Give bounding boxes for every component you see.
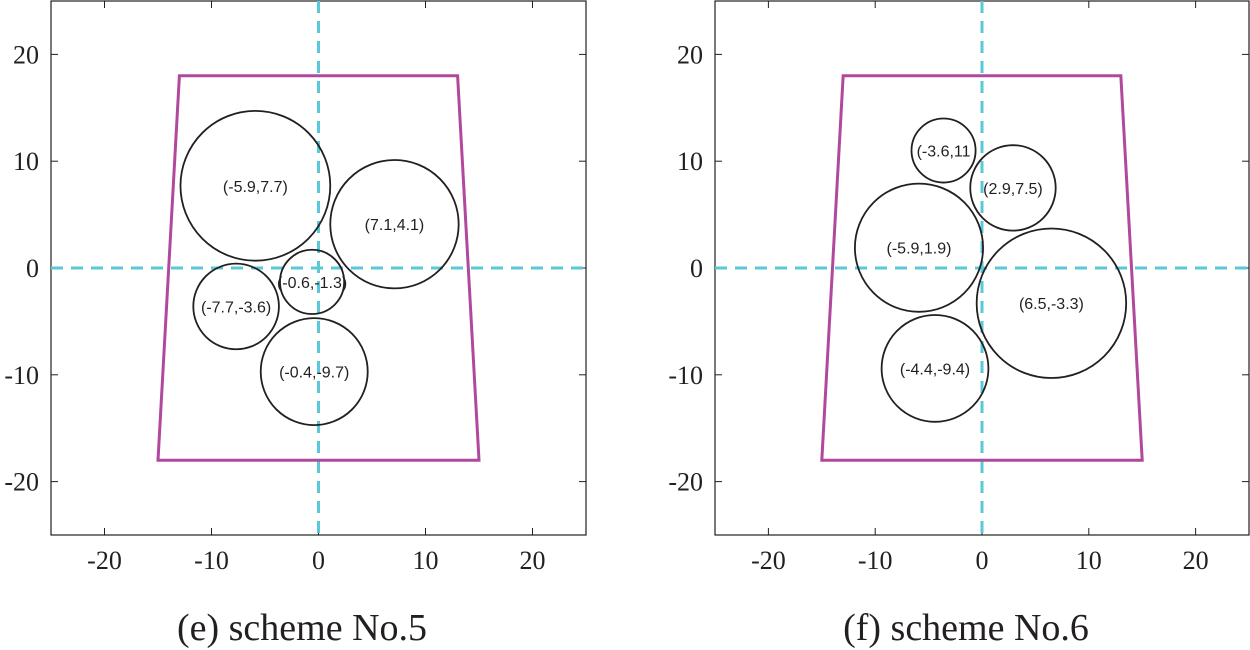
x-tick-label: 20 (520, 546, 546, 575)
y-tick-label: -10 (668, 361, 703, 390)
x-tick-label: -10 (858, 546, 893, 575)
circle-label: (6.5,-3.3) (1019, 296, 1084, 313)
circle-label: (-3.6,11 (917, 144, 971, 161)
y-tick-label: -20 (4, 468, 39, 497)
circle-label: (2.9,7.5) (983, 181, 1043, 198)
circle-label: (-5.9,7.7) (223, 179, 288, 196)
circle-marker (975, 227, 1128, 379)
x-tick-label: 10 (1076, 546, 1102, 575)
circle-marker (279, 248, 346, 315)
panel-caption: (f) scheme No.6 (843, 607, 1089, 649)
x-tick-label: 20 (1183, 546, 1209, 575)
x-tick-label: 0 (312, 546, 325, 575)
circle-marker (259, 317, 369, 426)
circle-marker (192, 262, 280, 351)
x-tick-label: -20 (751, 546, 786, 575)
x-tick-label: 10 (413, 546, 439, 575)
circle-label: (-0.4,-9.7) (279, 365, 349, 382)
y-tick-label: -20 (668, 468, 703, 497)
y-tick-label: 0 (690, 254, 703, 283)
circle-label: (-5.9,1.9) (887, 241, 952, 258)
boundary-polygon (820, 74, 1144, 462)
y-tick-label: 20 (13, 40, 39, 69)
x-tick-label: -20 (87, 546, 122, 575)
x-tick-label: -10 (194, 546, 229, 575)
circle-label: (-7.7,-3.6) (201, 299, 271, 316)
circle-marker (910, 117, 977, 184)
y-tick-label: 10 (677, 147, 703, 176)
panel-caption: (e) scheme No.5 (177, 607, 427, 649)
panel-scheme-5: -20 -10 0 10 20 20 10 0 -10 -20 (-5.9,7.7) (7.1,4.1… (4, 0, 587, 649)
panel-scheme-6: -20 -10 0 10 20 20 10 0 -10 -20 (-3.6,11 (2.9,7.5) (… (668, 0, 1250, 649)
y-tick-label: 10 (13, 147, 39, 176)
y-tick-label: 0 (26, 254, 39, 283)
x-tick-label: 0 (976, 546, 989, 575)
y-tick-label: -10 (4, 361, 39, 390)
y-tick-label: 20 (677, 40, 703, 69)
circle-label: (-0.6,-1.3) (277, 275, 347, 292)
circle-label: (7.1,4.1) (365, 217, 425, 234)
circle-marker (969, 144, 1057, 232)
circle-marker (179, 109, 332, 262)
circle-marker (329, 159, 460, 290)
boundary-polygon (156, 74, 481, 462)
circle-marker (854, 182, 984, 313)
circle-marker (880, 314, 990, 423)
circle-label: (-4.4,-9.4) (900, 361, 970, 378)
